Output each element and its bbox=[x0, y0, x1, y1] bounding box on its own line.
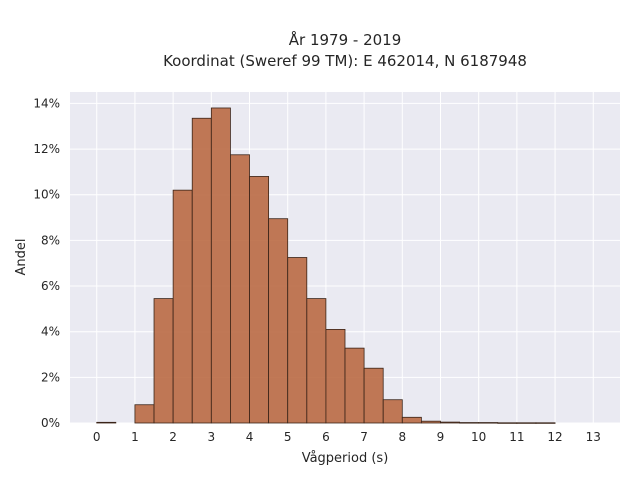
x-tick-label: 12 bbox=[547, 430, 562, 444]
histogram-bar bbox=[497, 422, 518, 424]
x-tick-label: 3 bbox=[207, 430, 215, 444]
histogram-bar bbox=[230, 154, 250, 424]
chart-title-line-1: År 1979 - 2019 bbox=[289, 30, 402, 49]
histogram-bar bbox=[401, 416, 422, 424]
x-tick-label: 2 bbox=[169, 430, 177, 444]
bars bbox=[96, 107, 556, 424]
histogram-bar bbox=[478, 422, 499, 424]
histogram-bar bbox=[134, 404, 155, 424]
histogram-bar bbox=[153, 298, 174, 424]
histogram-bar bbox=[249, 176, 270, 424]
x-tick-label: 13 bbox=[586, 430, 601, 444]
x-axis-label: Vågperiod (s) bbox=[302, 451, 389, 466]
x-tick-label: 5 bbox=[284, 430, 292, 444]
x-tick-label: 11 bbox=[509, 430, 524, 444]
x-tick-labels: 0 1 2 3 4 5 6 7 8 9 10 11 12 13 bbox=[93, 430, 601, 444]
y-tick-labels: 0% 2% 4% 6% 8% 10% 12% 14% bbox=[33, 96, 60, 430]
histogram-bar bbox=[535, 422, 556, 424]
y-tick-label: 6% bbox=[41, 279, 60, 293]
histogram-bar bbox=[363, 367, 384, 424]
x-tick-label: 9 bbox=[437, 430, 445, 444]
x-tick-label: 1 bbox=[131, 430, 139, 444]
histogram-bar bbox=[440, 421, 460, 424]
histogram-bar bbox=[516, 422, 537, 424]
histogram-bar bbox=[306, 298, 327, 424]
x-tick-label: 4 bbox=[246, 430, 254, 444]
x-tick-label: 10 bbox=[471, 430, 486, 444]
histogram-bar bbox=[382, 399, 403, 424]
y-tick-label: 14% bbox=[33, 96, 60, 110]
y-tick-label: 10% bbox=[33, 188, 60, 202]
y-tick-label: 2% bbox=[41, 370, 60, 384]
histogram-bar bbox=[287, 257, 308, 424]
y-tick-label: 0% bbox=[41, 416, 60, 430]
x-tick-label: 8 bbox=[398, 430, 406, 444]
histogram-bar bbox=[325, 329, 346, 424]
histogram-bar bbox=[96, 421, 117, 424]
histogram-bar bbox=[210, 107, 231, 424]
y-tick-label: 4% bbox=[41, 325, 60, 339]
x-tick-label: 6 bbox=[322, 430, 330, 444]
y-tick-label: 12% bbox=[33, 142, 60, 156]
histogram-bar bbox=[172, 189, 193, 424]
histogram-bar bbox=[344, 347, 365, 424]
histogram-bar bbox=[191, 117, 212, 424]
y-axis-label: Andel bbox=[14, 239, 29, 276]
histogram-bar bbox=[268, 218, 289, 424]
histogram-bar bbox=[459, 422, 480, 424]
chart-title-line-2: Koordinat (Sweref 99 TM): E 462014, N 61… bbox=[163, 52, 527, 70]
x-tick-label: 7 bbox=[360, 430, 368, 444]
histogram-bar bbox=[420, 420, 441, 424]
y-tick-label: 8% bbox=[41, 233, 60, 247]
x-tick-label: 0 bbox=[93, 430, 101, 444]
